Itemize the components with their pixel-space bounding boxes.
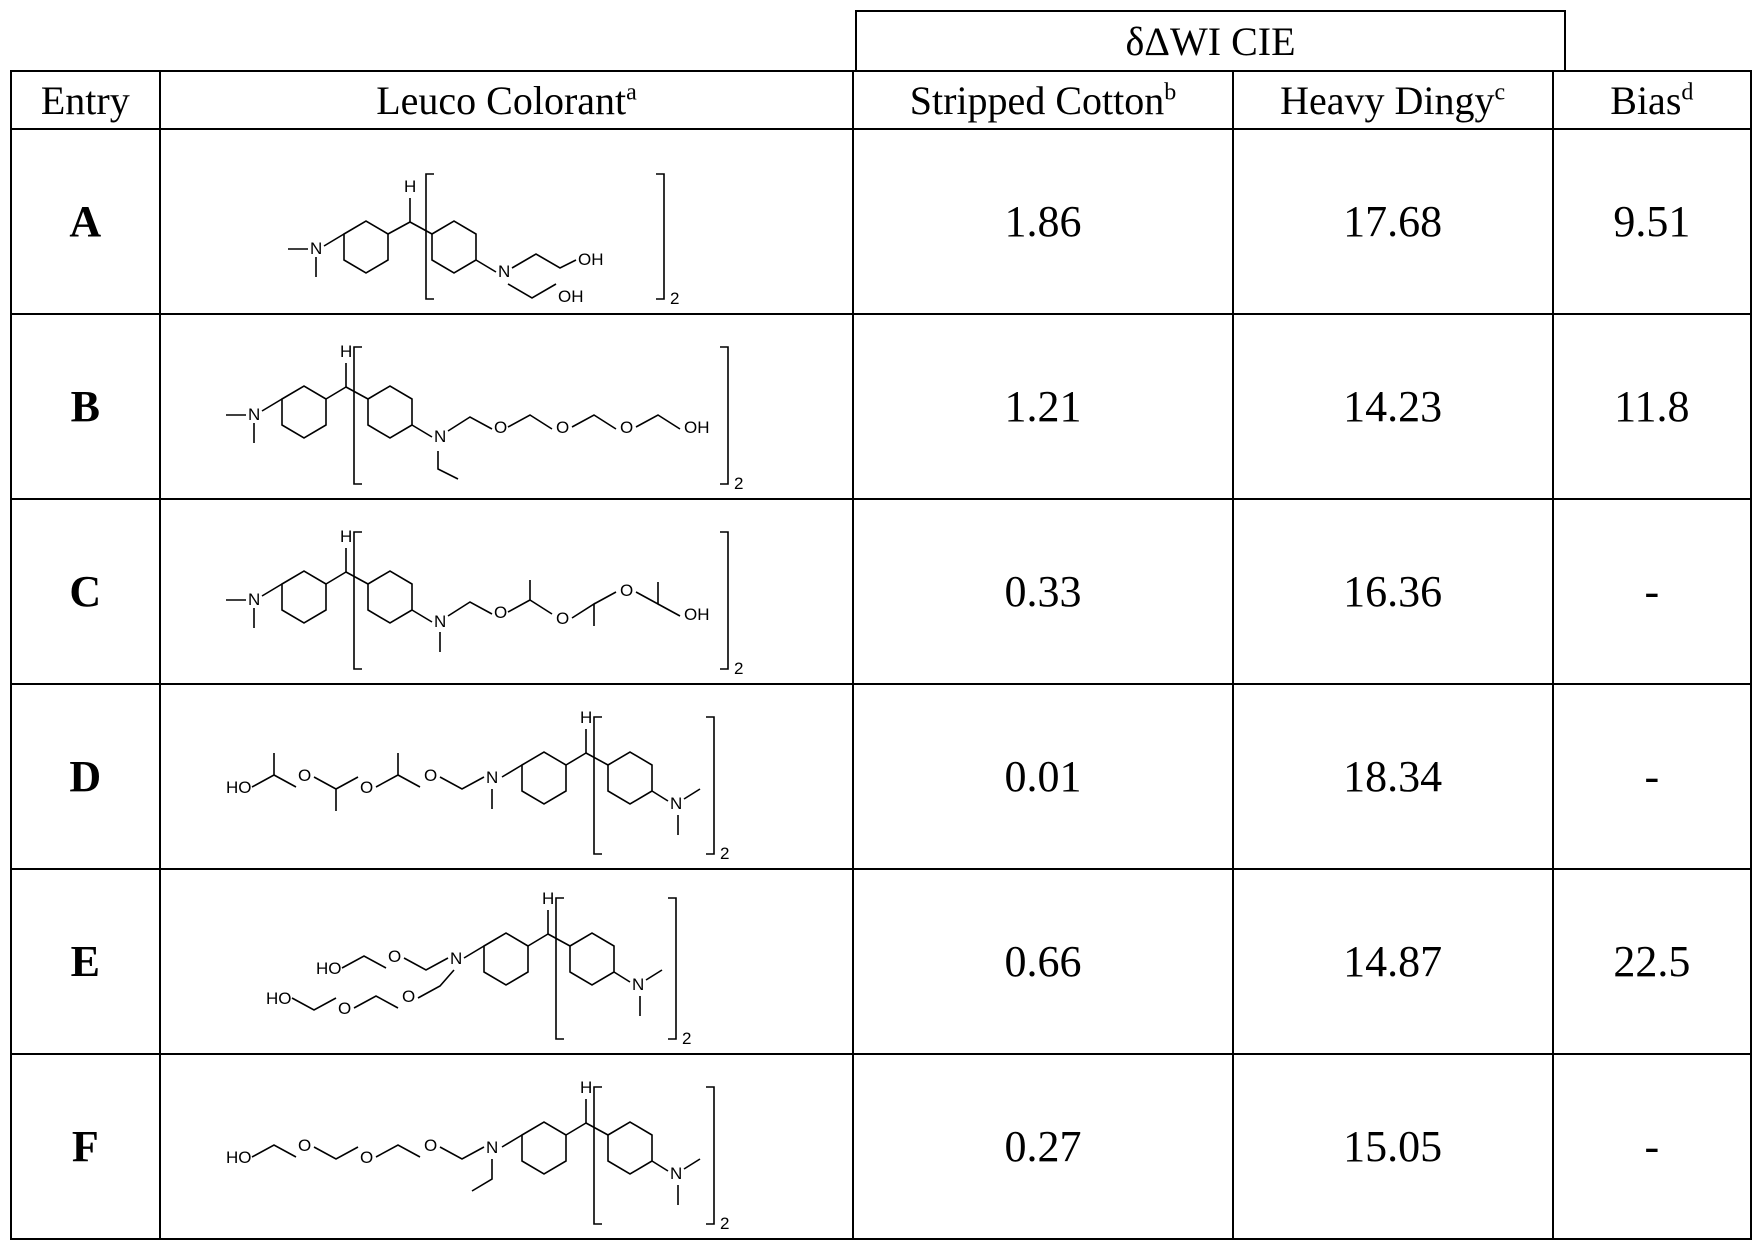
structure-cell: HO O O O N H (158, 683, 855, 870)
stripped-cotton-header: Stripped Cottonb (852, 70, 1234, 130)
heavy-dingy-cell: 14.87 (1231, 868, 1554, 1055)
svg-text:H: H (404, 177, 416, 196)
svg-text:N: N (248, 590, 260, 609)
svg-text:OH: OH (684, 418, 710, 437)
svg-text:O: O (424, 766, 437, 785)
svg-text:H: H (580, 708, 592, 727)
svg-text:2: 2 (720, 844, 729, 863)
heavy-dingy-cell: 18.34 (1231, 683, 1554, 870)
entry-cell: C (10, 498, 161, 685)
entry-cell: D (10, 683, 161, 870)
svg-text:HO: HO (266, 989, 292, 1008)
svg-text:O: O (556, 609, 569, 628)
svg-text:O: O (620, 581, 633, 600)
stripped-cotton-cell: 1.86 (852, 128, 1234, 315)
svg-text:N: N (310, 239, 322, 258)
svg-text:N: N (632, 975, 644, 994)
entry-header: Entry (10, 70, 161, 130)
table-row: D HO O O O N (10, 683, 1752, 870)
svg-text:O: O (494, 418, 507, 437)
svg-text:O: O (360, 778, 373, 797)
svg-text:H: H (580, 1078, 592, 1097)
table-row: E HO O N HO O O (10, 868, 1752, 1055)
svg-text:2: 2 (734, 659, 743, 678)
structure-cell: HO O O O N H (158, 1053, 855, 1240)
svg-text:N: N (450, 949, 462, 968)
heavy-dingy-cell: 16.36 (1231, 498, 1554, 685)
svg-text:HO: HO (226, 778, 252, 797)
svg-text:HO: HO (316, 959, 342, 978)
svg-text:HO: HO (226, 1148, 252, 1167)
entry-cell: E (10, 868, 161, 1055)
svg-text:N: N (248, 405, 260, 424)
stripped-cotton-cell: 0.66 (852, 868, 1234, 1055)
svg-text:2: 2 (720, 1214, 729, 1233)
svg-text:O: O (388, 947, 401, 966)
svg-text:O: O (338, 999, 351, 1018)
structure-cell: HO O N HO O O H (158, 868, 855, 1055)
stripped-cotton-cell: 0.33 (852, 498, 1234, 685)
svg-text:O: O (424, 1136, 437, 1155)
svg-text:H: H (340, 527, 352, 546)
svg-text:O: O (556, 418, 569, 437)
colorant-header: Leuco Coloranta (158, 70, 855, 130)
svg-text:N: N (434, 612, 446, 631)
svg-text:N: N (434, 427, 446, 446)
svg-text:O: O (494, 603, 507, 622)
svg-text:N: N (486, 1138, 498, 1157)
heavy-dingy-header: Heavy Dingyc (1231, 70, 1554, 130)
heavy-dingy-cell: 17.68 (1231, 128, 1554, 315)
table-row: A N H N OH OH (10, 128, 1752, 315)
svg-text:2: 2 (670, 289, 679, 308)
bias-cell: - (1551, 1053, 1752, 1240)
table-row: C N H N O (10, 498, 1752, 685)
svg-text:O: O (298, 766, 311, 785)
svg-text:OH: OH (558, 287, 584, 306)
svg-text:N: N (670, 794, 682, 813)
bias-cell: 11.8 (1551, 313, 1752, 500)
svg-text:N: N (486, 768, 498, 787)
svg-text:O: O (360, 1148, 373, 1167)
structure-d-image: HO O O O N H (226, 708, 729, 863)
stripped-cotton-cell: 0.01 (852, 683, 1234, 870)
entry-cell: A (10, 128, 161, 315)
structure-c-image: N H N O O (226, 527, 744, 678)
structure-a-image: N H N OH OH 2 (288, 173, 680, 308)
leuco-colorant-table: Entry Leuco Coloranta Stripped Cottonb H… (10, 70, 1752, 1240)
svg-text:O: O (298, 1136, 311, 1155)
svg-text:O: O (620, 418, 633, 437)
structure-b-image: N H N O O O (226, 342, 744, 493)
table-row: F HO O O O N H (10, 1053, 1752, 1240)
stripped-cotton-cell: 0.27 (852, 1053, 1234, 1240)
heavy-dingy-cell: 15.05 (1231, 1053, 1554, 1240)
table-row: B N H N O O (10, 313, 1752, 500)
svg-text:N: N (498, 262, 510, 281)
entry-cell: B (10, 313, 161, 500)
svg-text:2: 2 (682, 1029, 691, 1048)
structure-cell: N H N O O O (158, 313, 855, 500)
entry-cell: F (10, 1053, 161, 1240)
structure-cell: N H N OH OH 2 (158, 128, 855, 315)
bias-cell: - (1551, 683, 1752, 870)
header-row: Entry Leuco Coloranta Stripped Cottonb H… (10, 70, 1752, 130)
bias-cell: 22.5 (1551, 868, 1752, 1055)
heavy-dingy-cell: 14.23 (1231, 313, 1554, 500)
structure-cell: N H N O O (158, 498, 855, 685)
stripped-cotton-cell: 1.21 (852, 313, 1234, 500)
svg-text:OH: OH (684, 605, 710, 624)
svg-text:H: H (542, 889, 554, 908)
dwi-cie-group-header: δΔWI CIE (855, 10, 1566, 70)
bias-cell: 9.51 (1551, 128, 1752, 315)
svg-text:N: N (670, 1164, 682, 1183)
svg-text:2: 2 (734, 474, 743, 493)
structure-f-image: HO O O O N H (226, 1078, 729, 1233)
svg-text:H: H (340, 342, 352, 361)
structure-e-image: HO O N HO O O H (266, 889, 691, 1048)
svg-text:OH: OH (578, 250, 604, 269)
bias-cell: - (1551, 498, 1752, 685)
svg-text:O: O (402, 987, 415, 1006)
bias-header: Biasd (1551, 70, 1752, 130)
